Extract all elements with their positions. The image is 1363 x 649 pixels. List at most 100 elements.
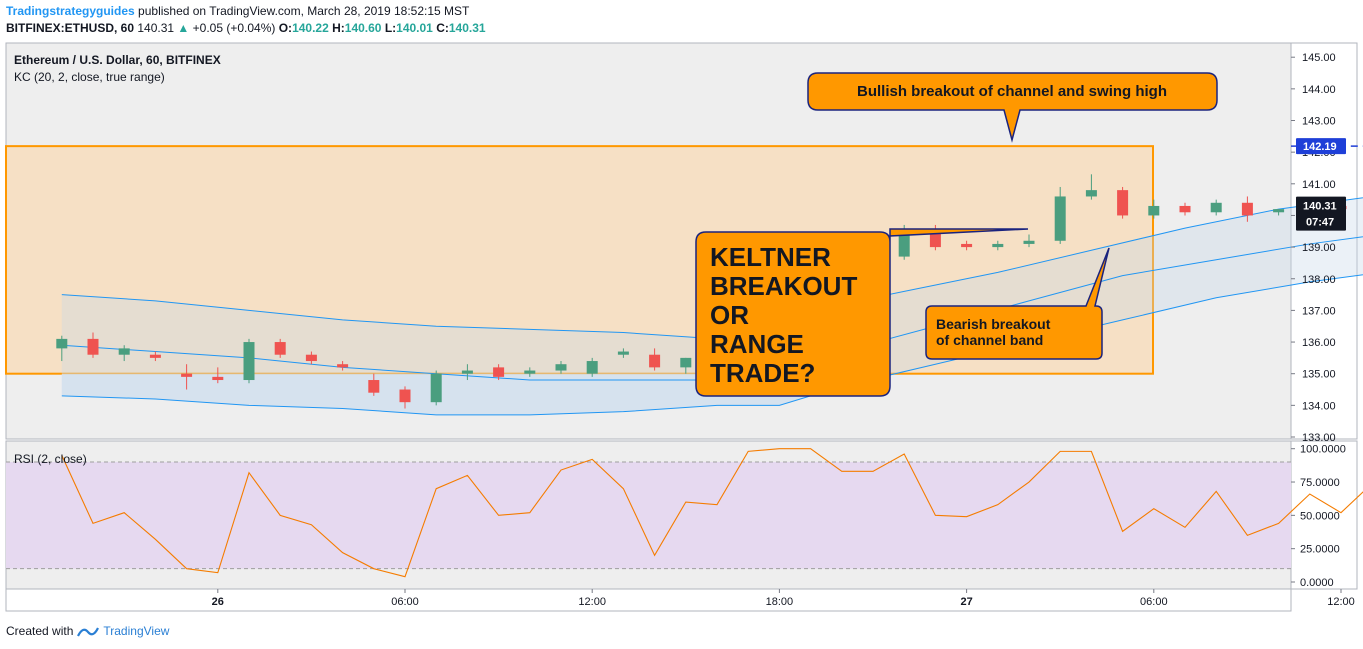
kc-indicator-label: KC (20, 2, close, true range) — [14, 70, 165, 84]
bullish-callout-text: Bullish breakout of channel and swing hi… — [857, 83, 1167, 100]
keltner-callout-line2: BREAKOUT — [710, 271, 857, 301]
candle-body — [368, 380, 380, 393]
rsi-line — [61, 448, 1363, 578]
candle-body — [1054, 196, 1066, 241]
price-tick-label: 139.00 — [1302, 242, 1336, 254]
price-tick-label: 138.00 — [1302, 274, 1336, 286]
candle-bear[interactable] — [649, 348, 661, 371]
keltner-callout-line1: KELTNER — [710, 242, 831, 272]
kc-middle-line — [61, 236, 1363, 381]
rsi-indicator-label: RSI (2, close) — [14, 452, 87, 466]
candle-bull[interactable] — [118, 345, 130, 362]
candle-body — [274, 342, 286, 355]
rsi-band-fill — [6, 462, 1291, 569]
candle-body — [212, 376, 224, 381]
price-tick-label: 133.00 — [1302, 432, 1336, 444]
candle-body — [1023, 240, 1035, 244]
candle-body — [586, 361, 598, 374]
created-with-label: Created with — [6, 624, 74, 638]
candle-bull[interactable] — [680, 357, 692, 374]
candle-bull[interactable] — [1054, 186, 1066, 244]
open-value: 140.22 — [292, 21, 329, 35]
candle-bear[interactable] — [399, 386, 411, 409]
candle-bull[interactable] — [430, 370, 442, 406]
price-tick-label: 136.00 — [1302, 337, 1336, 349]
candle-bear[interactable] — [1241, 196, 1253, 222]
price-axis[interactable] — [1290, 42, 1358, 440]
candle-bear[interactable] — [87, 332, 99, 358]
bullish-callout: Bullish breakout of channel and swing hi… — [807, 72, 1218, 143]
rsi-tick-label: 75.0000 — [1300, 477, 1340, 489]
candle-bear[interactable] — [493, 364, 505, 381]
tradingview-brand-link[interactable]: TradingView — [103, 624, 170, 638]
candle-bull[interactable] — [586, 357, 598, 377]
candle-bull[interactable] — [1273, 209, 1285, 216]
time-tick-label: 18:00 — [766, 596, 794, 608]
price-tick-label: 143.00 — [1302, 116, 1336, 128]
candle-bull[interactable] — [617, 348, 629, 358]
candle-body — [680, 357, 692, 368]
candle-body — [399, 389, 411, 403]
candle-body — [1148, 205, 1160, 216]
low-label: L: — [384, 21, 397, 35]
change-up-icon: ▲ — [177, 21, 190, 35]
candle-body — [929, 231, 941, 248]
candle-bear[interactable] — [305, 351, 317, 365]
candle-bear[interactable] — [274, 338, 286, 358]
candle-bull[interactable] — [1023, 234, 1035, 248]
time-axis[interactable] — [5, 588, 1292, 612]
candle-bear[interactable] — [149, 351, 161, 362]
level-price-tag: 142.19 — [1296, 138, 1346, 155]
rsi-axis[interactable] — [1290, 440, 1358, 590]
candle-body — [617, 351, 629, 355]
candle-bear[interactable] — [337, 361, 349, 371]
candle-bear[interactable] — [1117, 186, 1129, 219]
candle-bull[interactable] — [243, 338, 255, 384]
candle-body — [430, 373, 442, 403]
candle-body — [461, 370, 473, 374]
price-tick-label: 134.00 — [1302, 400, 1336, 412]
time-tick-label: 26 — [212, 596, 224, 608]
candle-bull[interactable] — [461, 364, 473, 381]
close-value: 140.31 — [448, 21, 486, 35]
candle-bull[interactable] — [56, 335, 68, 362]
candle-bear[interactable] — [212, 367, 224, 384]
candle-body — [181, 373, 193, 377]
candle-bull[interactable] — [555, 361, 567, 374]
candle-body — [149, 354, 161, 358]
trading-chart[interactable]: 145.00144.00143.00142.00141.00140.00139.… — [0, 0, 1363, 620]
time-tick-label: 27 — [960, 596, 972, 608]
candle-body — [305, 354, 317, 362]
candle-bear[interactable] — [181, 364, 193, 390]
candle-body — [898, 231, 910, 257]
candle-bull[interactable] — [1210, 199, 1222, 216]
candle-bull[interactable] — [1148, 199, 1160, 219]
candle-bull[interactable] — [524, 367, 536, 377]
candle-body — [1241, 202, 1253, 216]
candle-body — [555, 364, 567, 371]
keltner-callout: KELTNER BREAKOUT OR RANGE TRADE? — [695, 228, 1029, 397]
rsi-tick-label: 0.0000 — [1300, 577, 1334, 589]
candle-bear[interactable] — [1179, 202, 1191, 216]
keltner-callout-line4: RANGE — [710, 329, 804, 359]
close-label: C: — [436, 21, 449, 35]
kc-channel-fill — [61, 197, 1363, 415]
publisher-name[interactable]: Tradingstrategyguides — [6, 4, 135, 18]
open-label: O: — [278, 21, 293, 35]
candle-body — [524, 370, 536, 374]
candle-body — [1179, 205, 1191, 213]
keltner-callout-line5: TRADE? — [710, 358, 815, 388]
candle-bull[interactable] — [1085, 174, 1097, 200]
candle-body — [87, 338, 99, 355]
candle-body — [493, 367, 505, 377]
candle-bear[interactable] — [961, 240, 973, 251]
candle-body — [56, 338, 68, 349]
last-price-tag: 140.31 07:47 — [1296, 196, 1346, 231]
candle-body — [337, 364, 349, 368]
candle-bull[interactable] — [992, 240, 1004, 251]
high-value: 140.60 — [344, 21, 382, 35]
candle-body — [1117, 190, 1129, 216]
chart-title: Ethereum / U.S. Dollar, 60, BITFINEX — [14, 53, 221, 67]
bearish-callout-line1: Bearish breakout — [936, 316, 1051, 332]
candle-bear[interactable] — [368, 373, 380, 396]
